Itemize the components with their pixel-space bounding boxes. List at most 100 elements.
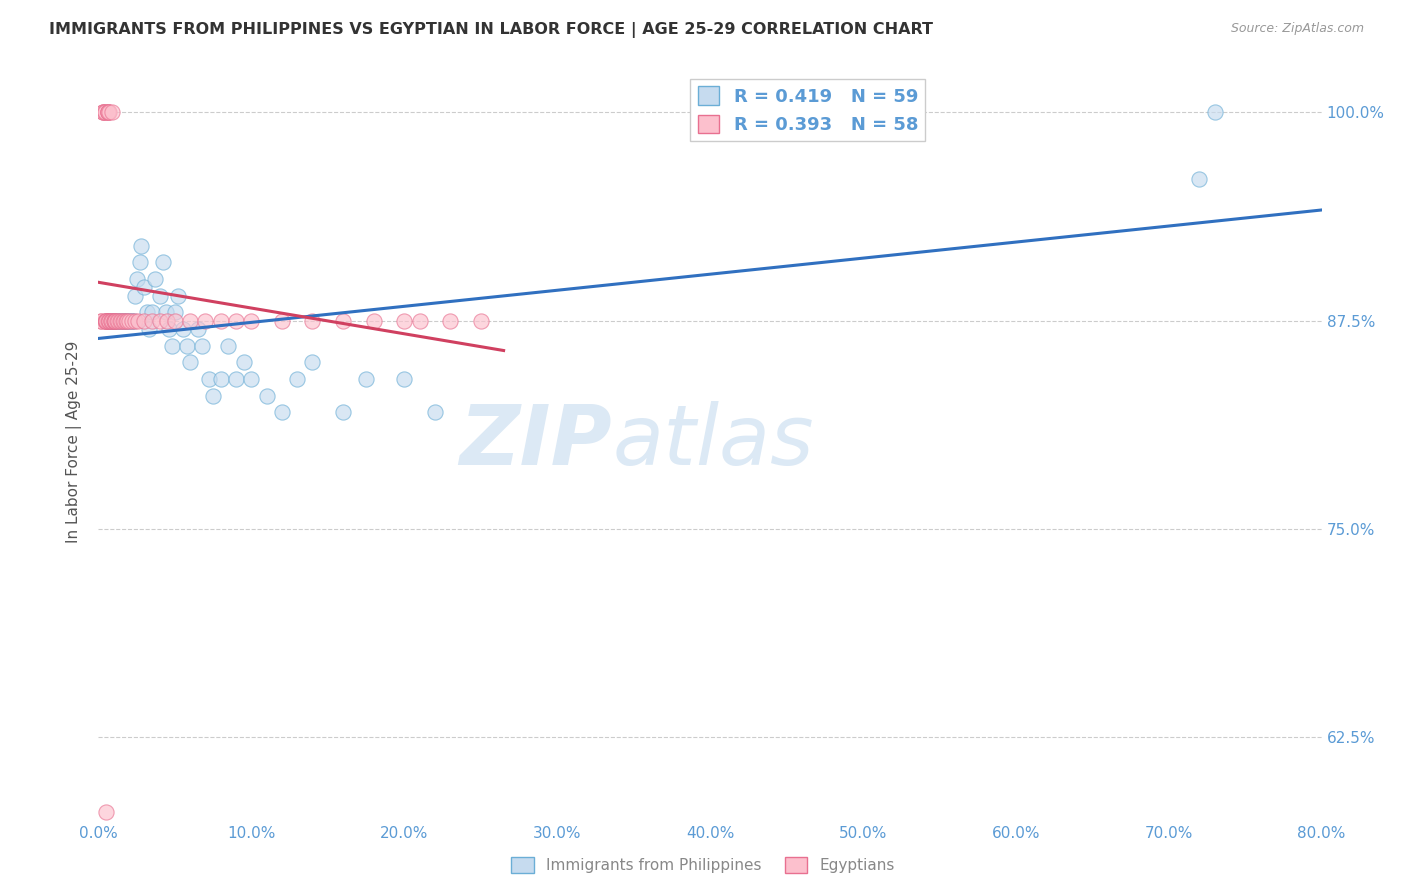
Point bbox=[103, 314, 125, 328]
Point bbox=[125, 272, 148, 286]
Point bbox=[91, 105, 114, 120]
Point bbox=[101, 314, 124, 328]
Point bbox=[176, 339, 198, 353]
Point bbox=[167, 289, 190, 303]
Point bbox=[301, 314, 323, 328]
Point bbox=[111, 314, 134, 328]
Y-axis label: In Labor Force | Age 25-29: In Labor Force | Age 25-29 bbox=[66, 341, 83, 542]
Point bbox=[163, 305, 186, 319]
Point bbox=[93, 314, 115, 328]
Point bbox=[225, 314, 247, 328]
Point bbox=[98, 314, 121, 328]
Point bbox=[392, 314, 416, 328]
Point bbox=[202, 389, 225, 403]
Point bbox=[209, 372, 232, 386]
Point bbox=[98, 314, 121, 328]
Point bbox=[270, 405, 292, 419]
Point bbox=[90, 314, 112, 328]
Point bbox=[117, 314, 139, 328]
Point bbox=[156, 314, 179, 328]
Point bbox=[122, 314, 145, 328]
Point bbox=[240, 314, 263, 328]
Point bbox=[172, 322, 194, 336]
Text: atlas: atlas bbox=[612, 401, 814, 482]
Point bbox=[285, 372, 308, 386]
Point bbox=[134, 280, 156, 294]
Point bbox=[115, 314, 138, 328]
Point bbox=[240, 372, 263, 386]
Point bbox=[1188, 172, 1211, 186]
Point bbox=[91, 105, 114, 120]
Point bbox=[332, 314, 354, 328]
Point bbox=[110, 314, 132, 328]
Point bbox=[141, 305, 163, 319]
Point bbox=[100, 314, 122, 328]
Point bbox=[97, 105, 120, 120]
Point bbox=[155, 305, 177, 319]
Point bbox=[101, 105, 124, 120]
Point bbox=[232, 355, 254, 369]
Point bbox=[108, 314, 131, 328]
Point bbox=[194, 314, 217, 328]
Point bbox=[100, 314, 122, 328]
Point bbox=[136, 305, 159, 319]
Point bbox=[152, 255, 174, 269]
Point bbox=[157, 322, 180, 336]
Point bbox=[103, 314, 125, 328]
Point bbox=[97, 105, 120, 120]
Point bbox=[100, 314, 122, 328]
Point bbox=[163, 314, 186, 328]
Point bbox=[93, 105, 115, 120]
Point bbox=[104, 314, 127, 328]
Point bbox=[98, 314, 121, 328]
Point bbox=[408, 314, 430, 328]
Point bbox=[94, 805, 117, 820]
Point bbox=[149, 314, 172, 328]
Point bbox=[179, 314, 201, 328]
Point bbox=[100, 314, 122, 328]
Point bbox=[363, 314, 385, 328]
Point bbox=[301, 355, 323, 369]
Point bbox=[117, 314, 139, 328]
Point bbox=[128, 255, 150, 269]
Point bbox=[120, 314, 142, 328]
Point bbox=[94, 314, 117, 328]
Point bbox=[115, 314, 138, 328]
Point bbox=[118, 314, 141, 328]
Point bbox=[112, 314, 135, 328]
Point bbox=[439, 314, 461, 328]
Point bbox=[149, 289, 172, 303]
Point bbox=[103, 314, 125, 328]
Point bbox=[197, 372, 219, 386]
Point bbox=[110, 314, 132, 328]
Point bbox=[160, 339, 183, 353]
Point bbox=[127, 314, 149, 328]
Point bbox=[91, 105, 114, 120]
Point bbox=[217, 339, 239, 353]
Point bbox=[187, 322, 209, 336]
Point bbox=[101, 314, 124, 328]
Point bbox=[470, 314, 492, 328]
Point bbox=[104, 314, 127, 328]
Point bbox=[270, 314, 292, 328]
Point bbox=[118, 314, 141, 328]
Point bbox=[256, 389, 278, 403]
Point bbox=[94, 314, 117, 328]
Point bbox=[209, 314, 232, 328]
Point bbox=[179, 355, 201, 369]
Legend: Immigrants from Philippines, Egyptians: Immigrants from Philippines, Egyptians bbox=[505, 851, 901, 880]
Point bbox=[98, 105, 121, 120]
Point bbox=[225, 372, 247, 386]
Point bbox=[90, 314, 112, 328]
Point bbox=[107, 314, 129, 328]
Point bbox=[354, 372, 377, 386]
Point bbox=[138, 322, 160, 336]
Point bbox=[111, 314, 134, 328]
Point bbox=[129, 238, 152, 252]
Point bbox=[423, 405, 446, 419]
Point bbox=[112, 314, 135, 328]
Point bbox=[97, 314, 120, 328]
Legend: R = 0.419   N = 59, R = 0.393   N = 58: R = 0.419 N = 59, R = 0.393 N = 58 bbox=[690, 79, 925, 141]
Point bbox=[94, 314, 117, 328]
Point bbox=[124, 289, 146, 303]
